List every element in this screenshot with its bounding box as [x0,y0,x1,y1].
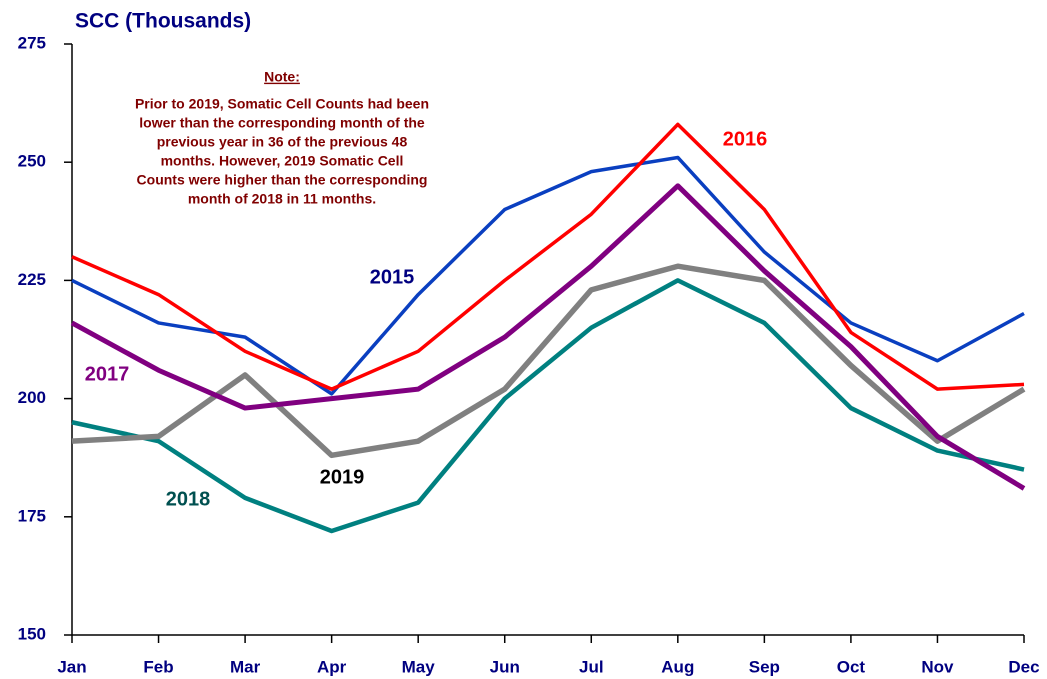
x-tick-label: Aug [661,657,694,676]
series-label: 2018 [166,488,211,510]
x-tick-label: Jul [579,657,604,676]
chart-title: SCC (Thousands) [75,10,251,33]
y-tick-label: 250 [18,152,46,171]
x-tick-label: Jan [57,657,86,676]
x-tick-label: Apr [317,657,347,676]
series-line [71,122,1025,391]
x-tick-label: Mar [230,657,261,676]
series-label: 2019 [320,466,365,488]
note-line: Prior to 2019, Somatic Cell Counts had b… [135,96,429,112]
x-tick-label: Dec [1008,657,1039,676]
y-tick-label: 200 [18,388,46,407]
x-tick-label: Oct [837,657,866,676]
y-tick-label: 150 [18,624,46,643]
note-line: months. However, 2019 Somatic Cell [161,153,404,169]
x-tick-label: Sep [749,657,780,676]
series-line [70,183,1026,491]
series-line [71,155,1025,396]
y-tick-label: 225 [18,270,46,289]
note-line: Counts were higher than the correspondin… [137,172,428,188]
series-label: 2015 [370,266,415,288]
x-tick-label: May [402,657,436,676]
note-line: lower than the corresponding month of th… [139,115,425,131]
series-label: 2017 [85,363,130,385]
y-tick-label: 275 [18,33,46,52]
x-tick-label: Jun [490,657,520,676]
series-line [71,263,1026,459]
x-tick-label: Nov [921,657,954,676]
series-label: 2016 [723,128,768,150]
y-tick-label: 175 [18,506,46,525]
note-line: previous year in 36 of the previous 48 [157,134,408,150]
note-title: Note: [264,69,300,85]
x-tick-label: Feb [143,657,173,676]
series-line [71,278,1025,534]
note-line: month of 2018 in 11 months. [188,191,376,207]
